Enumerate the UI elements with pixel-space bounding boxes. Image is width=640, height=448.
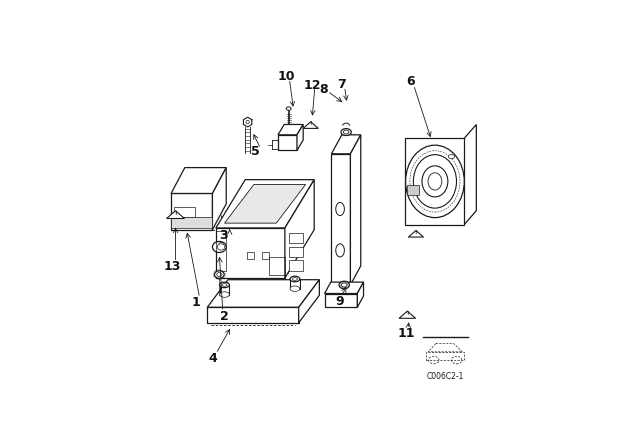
Text: 12: 12 xyxy=(304,79,321,92)
Ellipse shape xyxy=(214,271,224,278)
Ellipse shape xyxy=(341,129,351,135)
Ellipse shape xyxy=(290,286,300,292)
Polygon shape xyxy=(216,228,285,278)
Polygon shape xyxy=(332,135,361,154)
Polygon shape xyxy=(207,280,319,307)
Ellipse shape xyxy=(212,241,226,253)
Text: 2: 2 xyxy=(220,310,229,323)
Text: 3: 3 xyxy=(220,229,228,242)
Text: 4: 4 xyxy=(208,352,217,365)
Polygon shape xyxy=(171,168,226,194)
Text: C006C2-1: C006C2-1 xyxy=(427,372,464,381)
Polygon shape xyxy=(278,135,297,151)
Text: !: ! xyxy=(415,230,417,235)
Ellipse shape xyxy=(422,166,448,197)
Polygon shape xyxy=(243,117,252,127)
Ellipse shape xyxy=(413,155,456,208)
Polygon shape xyxy=(299,280,319,323)
Polygon shape xyxy=(289,260,303,271)
Polygon shape xyxy=(216,180,314,228)
Polygon shape xyxy=(399,311,415,319)
Polygon shape xyxy=(175,207,195,216)
Text: 7: 7 xyxy=(337,78,346,90)
Ellipse shape xyxy=(336,244,344,257)
Polygon shape xyxy=(278,125,303,135)
Ellipse shape xyxy=(449,155,454,159)
Polygon shape xyxy=(171,194,212,230)
Ellipse shape xyxy=(220,292,229,297)
Polygon shape xyxy=(332,154,351,285)
Polygon shape xyxy=(407,185,419,195)
Polygon shape xyxy=(357,282,364,307)
Ellipse shape xyxy=(286,107,291,110)
Text: 5: 5 xyxy=(251,145,260,158)
Text: 1: 1 xyxy=(192,296,200,309)
Text: !: ! xyxy=(174,211,177,216)
Text: 13: 13 xyxy=(163,260,180,273)
Ellipse shape xyxy=(220,282,229,288)
Polygon shape xyxy=(324,293,357,307)
Polygon shape xyxy=(289,246,303,257)
Polygon shape xyxy=(324,282,364,293)
Text: 9: 9 xyxy=(336,295,344,308)
Polygon shape xyxy=(285,180,314,278)
Text: 6: 6 xyxy=(406,75,415,88)
Polygon shape xyxy=(207,307,299,323)
Polygon shape xyxy=(408,230,424,237)
Text: 8: 8 xyxy=(319,83,328,96)
Polygon shape xyxy=(297,125,303,151)
Polygon shape xyxy=(404,138,464,224)
Text: !: ! xyxy=(310,121,312,126)
Ellipse shape xyxy=(406,145,464,218)
Polygon shape xyxy=(212,168,226,230)
Polygon shape xyxy=(351,135,361,285)
Ellipse shape xyxy=(428,173,442,190)
Ellipse shape xyxy=(290,276,300,282)
Polygon shape xyxy=(303,122,318,129)
Polygon shape xyxy=(225,185,305,223)
Polygon shape xyxy=(171,216,212,228)
Text: !: ! xyxy=(406,311,408,316)
Text: 11: 11 xyxy=(398,327,415,340)
Polygon shape xyxy=(464,125,476,224)
Text: 10: 10 xyxy=(277,70,294,83)
Ellipse shape xyxy=(339,281,349,289)
Polygon shape xyxy=(289,233,303,243)
Ellipse shape xyxy=(336,202,344,215)
Polygon shape xyxy=(166,211,184,219)
